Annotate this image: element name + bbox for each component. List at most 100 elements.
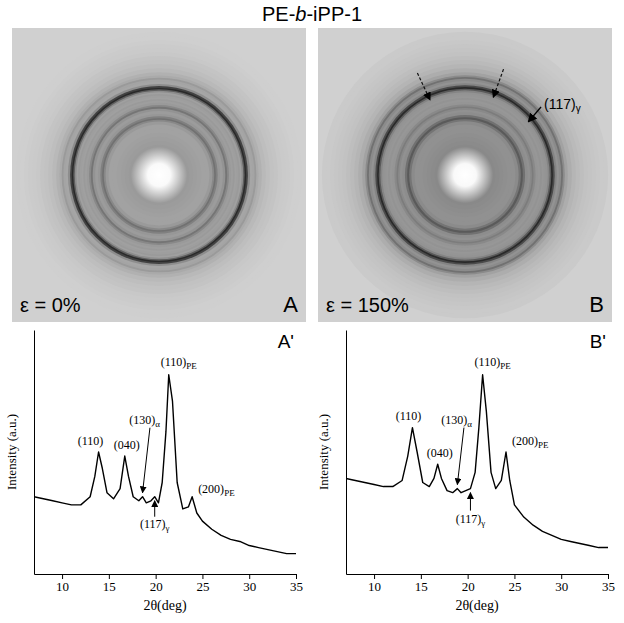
x-tick-label: 15 [103,579,116,594]
figure: PE-b-iPP-1ε = 0%Aε = 150%B(117)γ10152025… [0,0,624,623]
diffraction-ring [83,99,235,251]
diffraction-ring [382,92,548,258]
x-axis-line [347,574,609,575]
diffraction-ring [100,116,217,233]
diffraction-ring [16,32,302,318]
diffraction-ring [44,60,274,290]
diffraction-pattern [318,28,612,322]
intensity-profile [34,375,296,554]
diffraction-ring [106,122,213,229]
peak-label: (110) [78,434,104,448]
diffraction-pattern [12,28,306,322]
x-tick: 35 [290,574,303,594]
diffraction-ring [392,102,538,248]
diffraction-ring [405,115,525,235]
diffraction-ring [98,114,220,236]
panel-letter: B' [590,331,606,352]
diffraction-ring [125,141,194,210]
x-tick: 30 [243,574,256,594]
diffraction-ring [407,117,523,233]
diffraction-ring [388,98,542,252]
diffraction-ring [396,106,533,243]
beam-center [437,147,493,203]
diffraction-ring [322,32,608,318]
diffraction-ring [326,36,604,314]
diffraction-ring [346,56,584,294]
diffraction-ring [59,75,258,274]
x-tick-label: 25 [508,579,521,594]
diffraction-ring [334,44,596,306]
diffraction-ring [390,100,540,250]
diffraction-ring [375,85,554,264]
y-axis [34,331,35,575]
plot-area [34,375,296,554]
diffraction-ring [371,81,559,269]
x-tick: 20 [150,574,163,594]
diffraction-ring [386,96,544,254]
diffraction-ring [89,105,229,245]
diffraction-ring [117,133,202,218]
diffraction-ring [129,145,189,205]
diffraction-ring [36,52,282,298]
y-axis-title: Intensity (a.u.) [4,414,19,490]
strain-label: ε = 0% [20,294,81,316]
diffraction-ring [72,88,246,262]
x-tick: 10 [368,574,381,594]
diffraction-ring [48,64,270,286]
x-axis-line [35,574,297,575]
peak-label: (110)PE [161,355,198,371]
peak-label: (200)PE [198,482,235,498]
beam-center [131,147,187,203]
diffraction-ring [75,91,244,260]
diffraction-ring [24,40,294,310]
diffraction-ring [91,107,227,243]
pattern-background [12,28,306,322]
diffraction-ring [76,92,241,257]
peak-label: (110)PE [475,355,512,371]
diffraction-ring [409,119,521,231]
peak-label: (130)α [129,413,160,429]
diffraction-ring [342,52,588,298]
x-tick-label: 35 [290,579,303,594]
pointer-arrow [493,69,503,97]
annotation-arrow [528,107,541,122]
x-tick-label: 15 [415,579,428,594]
peak-arrow [154,501,155,517]
diffraction-ring [65,81,252,268]
x-axis-title: 2θ(deg) [143,598,187,614]
diffraction-ring [70,86,248,264]
diffraction-ring [20,36,298,314]
intensity-profile [346,375,608,548]
diffraction-ring [419,129,512,222]
diffraction-ring [354,64,576,286]
x-tick-label: 10 [56,579,69,594]
diffraction-ring [93,109,226,242]
diffraction-ring [78,94,240,256]
peak-label: (117)γ [456,512,486,528]
line-panel: 1015202530352θ(deg)Intensity (a.u.)B'(11… [316,331,615,615]
diffraction-ring [102,118,216,232]
peak-arrow [143,428,150,493]
diffraction-ring [56,72,262,278]
x-tick: 10 [56,574,69,594]
diffraction-ring [63,79,254,270]
peak-arrow [457,428,464,485]
peak-label: (110) [396,409,422,423]
diffraction-ring [52,68,266,282]
diffraction-ring [431,141,500,210]
diffraction-ring [95,111,223,239]
y-axis [346,331,347,575]
diffraction-ring [350,60,580,290]
diffraction-ring [377,87,553,263]
x-tick-label: 30 [243,579,256,594]
annotation: (117)γ [544,96,581,114]
peak-label: (117)γ [140,517,170,533]
diffraction-ring [379,89,552,262]
diffraction-ring [394,104,535,245]
x-tick: 15 [415,574,428,594]
diffraction-ring [373,83,556,266]
diffraction-ring [109,125,210,226]
x-tick-label: 20 [150,579,163,594]
x-tick: 20 [462,574,475,594]
diffraction-ring [362,72,568,278]
